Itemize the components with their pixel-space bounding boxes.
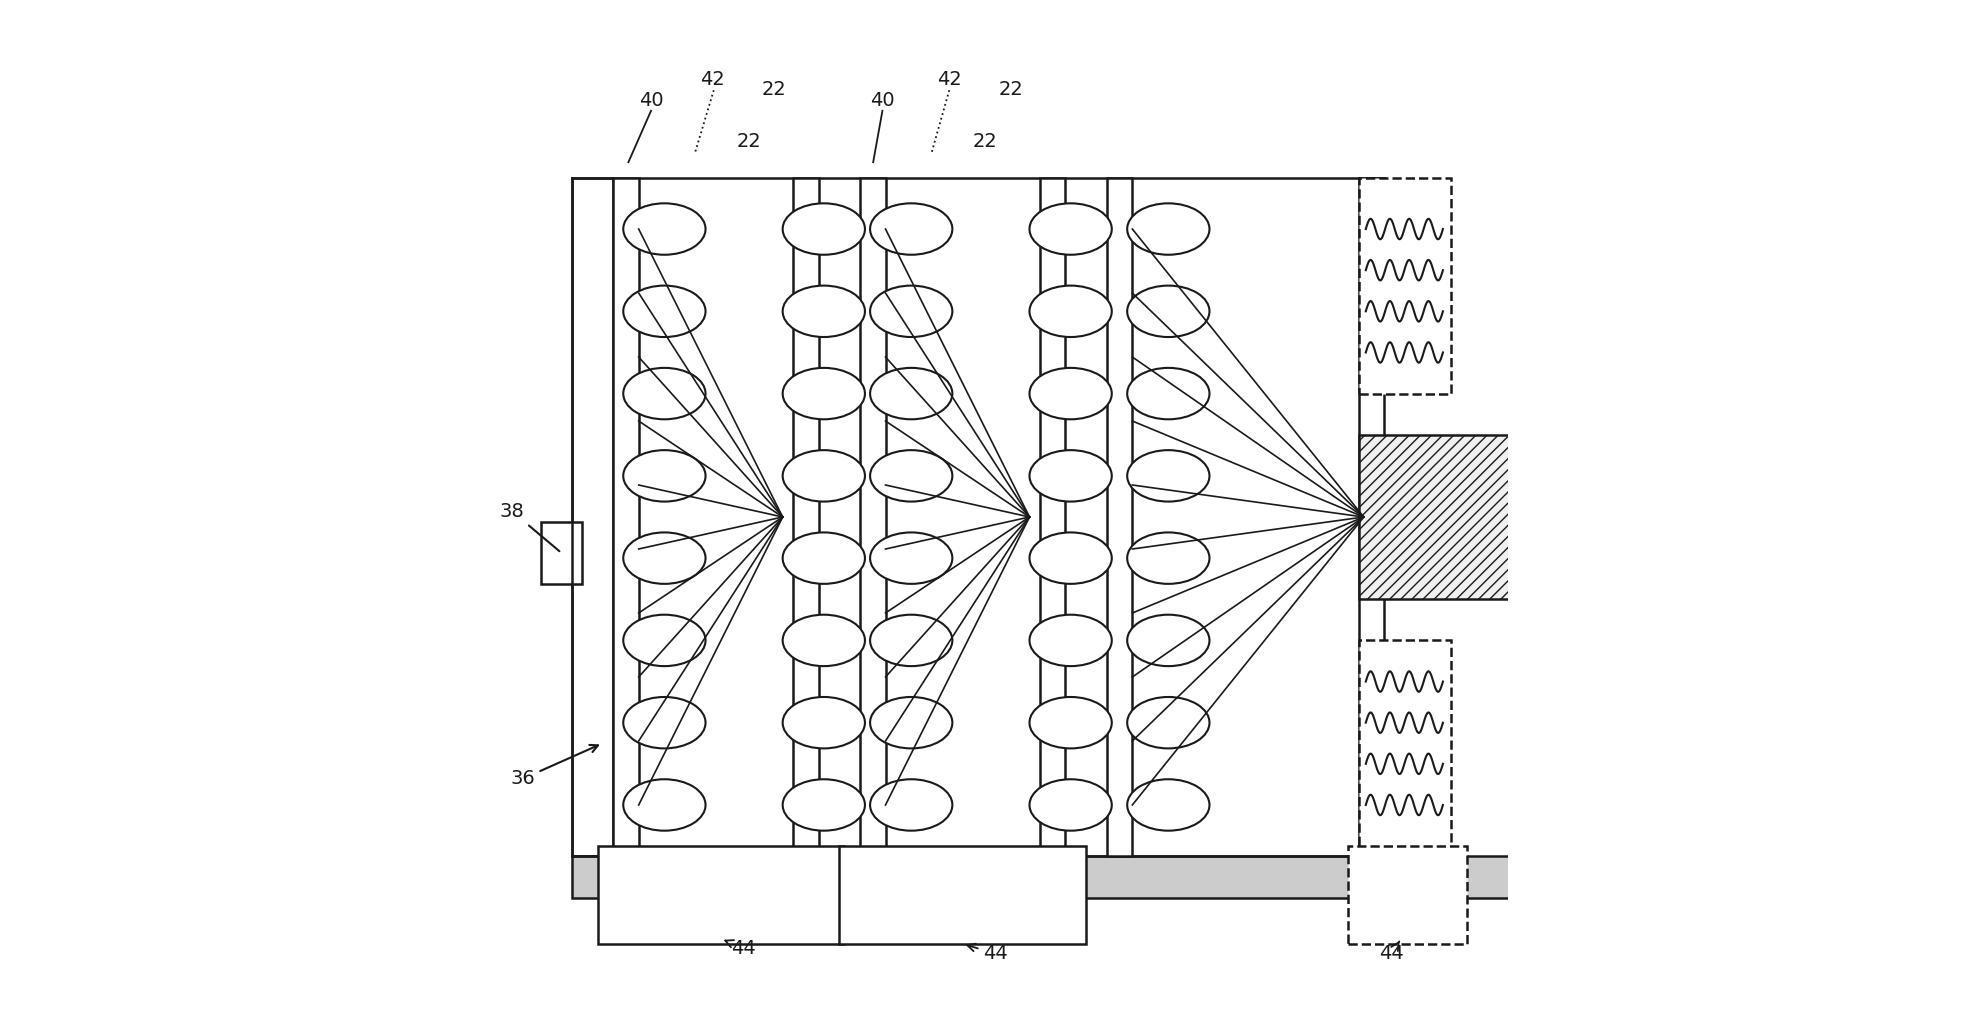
Ellipse shape — [783, 697, 864, 749]
Ellipse shape — [783, 450, 864, 501]
Text: 22: 22 — [737, 131, 761, 151]
Ellipse shape — [783, 533, 864, 584]
Ellipse shape — [1029, 614, 1113, 666]
Text: 44: 44 — [725, 939, 755, 959]
Bar — [793, 178, 819, 856]
Ellipse shape — [624, 368, 705, 420]
Text: 36: 36 — [511, 744, 598, 788]
Ellipse shape — [783, 368, 864, 420]
Bar — [1359, 178, 1451, 394]
Ellipse shape — [783, 285, 864, 337]
Bar — [1107, 178, 1133, 856]
Ellipse shape — [870, 697, 952, 749]
Ellipse shape — [870, 450, 952, 501]
Ellipse shape — [1127, 533, 1210, 584]
Text: 42: 42 — [938, 70, 962, 89]
Ellipse shape — [783, 614, 864, 666]
Bar — [1359, 178, 1385, 856]
Bar — [540, 522, 582, 584]
Text: 42: 42 — [699, 70, 725, 89]
Bar — [572, 856, 1687, 898]
Ellipse shape — [1029, 697, 1113, 749]
Ellipse shape — [1127, 697, 1210, 749]
Ellipse shape — [1029, 368, 1113, 420]
Ellipse shape — [624, 614, 705, 666]
Ellipse shape — [870, 780, 952, 830]
Ellipse shape — [870, 368, 952, 420]
Text: 44: 44 — [1379, 941, 1405, 964]
Ellipse shape — [624, 204, 705, 254]
Text: 40: 40 — [870, 91, 894, 110]
Ellipse shape — [1029, 780, 1113, 830]
Ellipse shape — [624, 285, 705, 337]
Text: 44: 44 — [968, 944, 1007, 964]
Text: 38: 38 — [501, 501, 560, 551]
Bar — [1359, 640, 1451, 856]
Ellipse shape — [1127, 285, 1210, 337]
Bar — [572, 178, 612, 856]
Bar — [839, 846, 1087, 944]
Ellipse shape — [870, 614, 952, 666]
Bar — [598, 846, 844, 944]
Ellipse shape — [624, 697, 705, 749]
Ellipse shape — [1127, 780, 1210, 830]
Ellipse shape — [870, 204, 952, 254]
Ellipse shape — [1127, 450, 1210, 501]
Ellipse shape — [783, 780, 864, 830]
Ellipse shape — [870, 533, 952, 584]
Bar — [1039, 178, 1065, 856]
Text: 40: 40 — [638, 91, 664, 110]
Bar — [1359, 434, 1987, 600]
Ellipse shape — [1127, 368, 1210, 420]
Ellipse shape — [870, 285, 952, 337]
Text: 22: 22 — [974, 131, 997, 151]
Bar — [612, 178, 638, 856]
Ellipse shape — [1029, 204, 1113, 254]
Ellipse shape — [1029, 450, 1113, 501]
Ellipse shape — [1127, 614, 1210, 666]
Ellipse shape — [624, 450, 705, 501]
Ellipse shape — [624, 533, 705, 584]
Bar — [860, 178, 886, 856]
Ellipse shape — [1029, 285, 1113, 337]
Text: 22: 22 — [763, 81, 787, 99]
Text: 22: 22 — [999, 81, 1023, 99]
Ellipse shape — [783, 204, 864, 254]
Ellipse shape — [1127, 204, 1210, 254]
Bar — [1349, 846, 1466, 944]
Ellipse shape — [1029, 533, 1113, 584]
Ellipse shape — [624, 780, 705, 830]
